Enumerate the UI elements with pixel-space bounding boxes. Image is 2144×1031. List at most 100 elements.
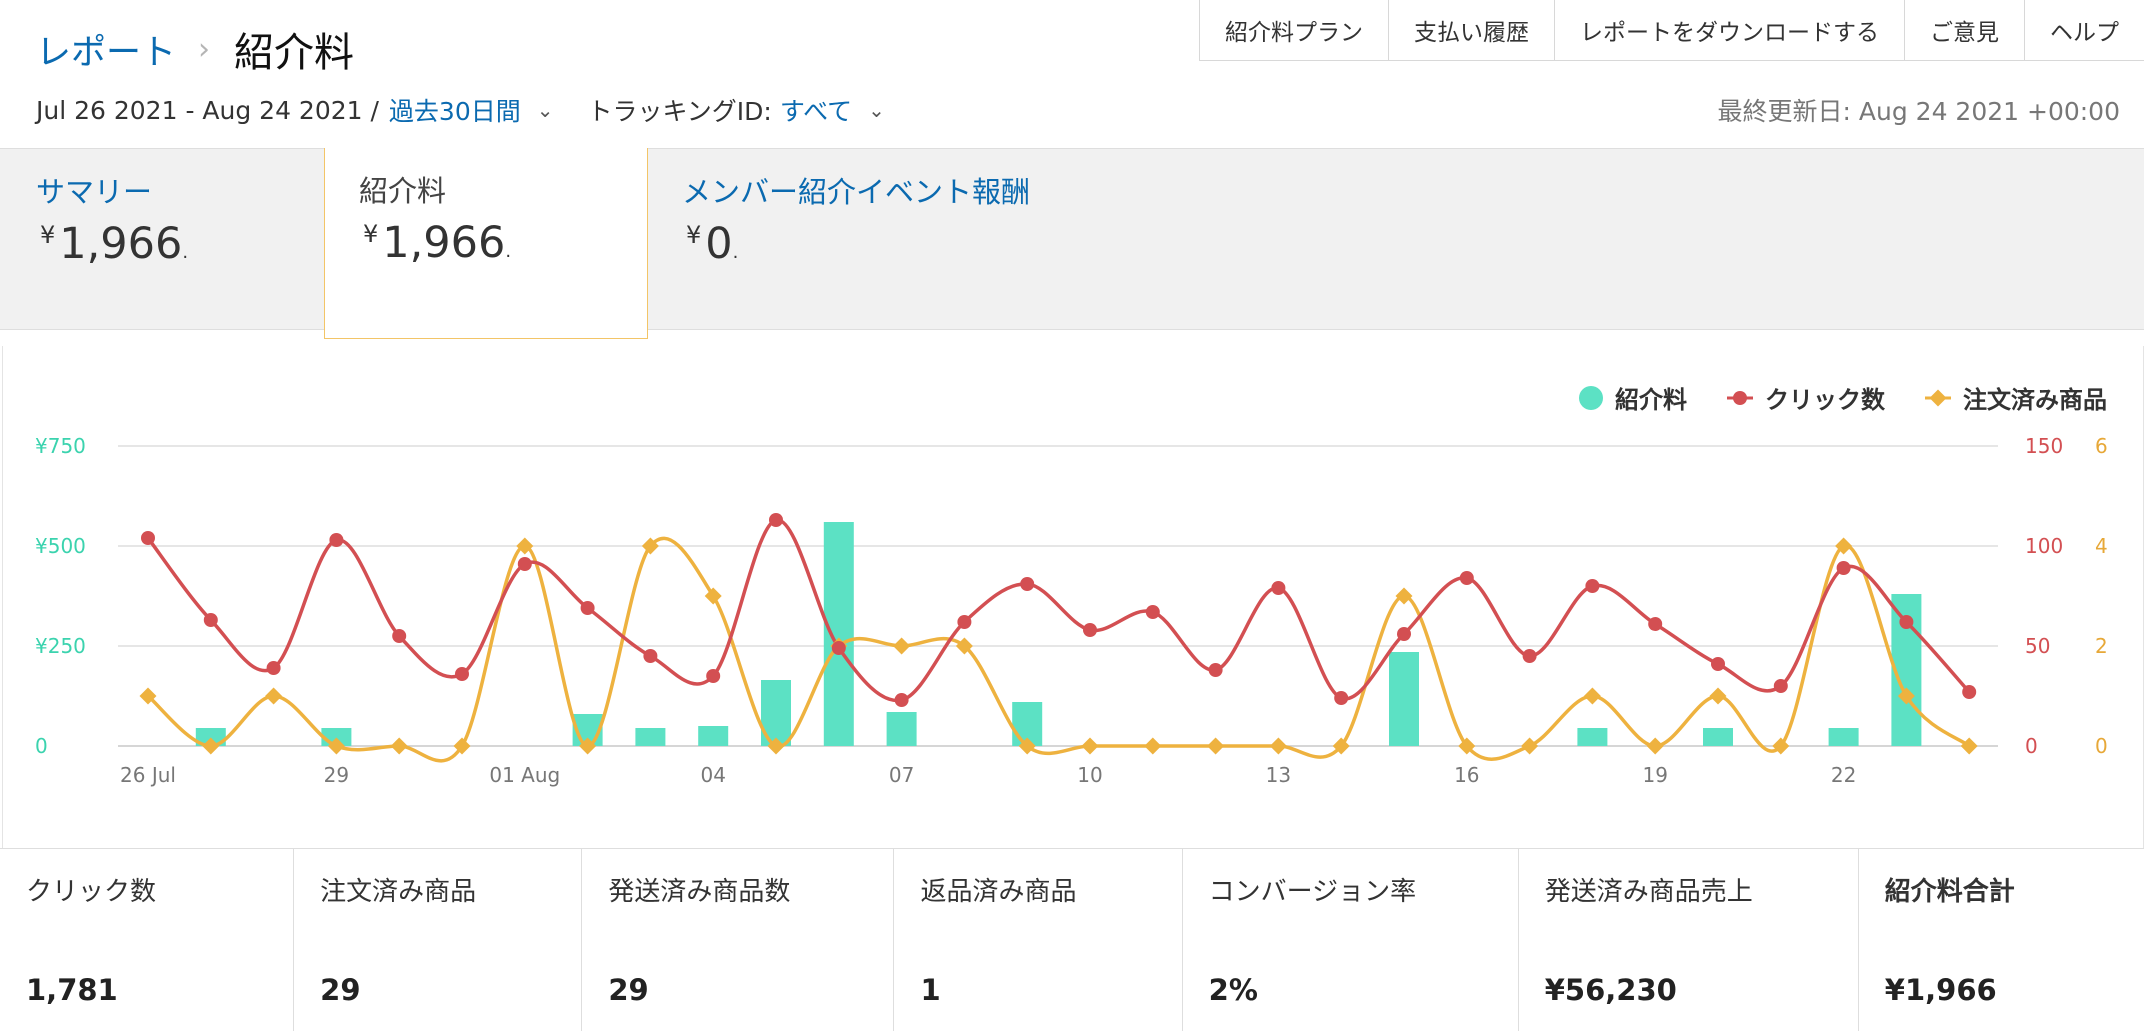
point-clicks	[1899, 615, 1914, 629]
tab-referral-fee-label[interactable]: 紹介料	[359, 174, 447, 208]
action-bar: 紹介料プラン 支払い履歴 レポートをダウンロードする ご意見 ヘルプ	[1199, 0, 2144, 61]
point-orders	[1835, 537, 1853, 555]
point-orders	[1395, 587, 1413, 605]
point-clicks	[1271, 581, 1286, 595]
point-orders	[516, 537, 534, 555]
point-clicks	[1585, 579, 1600, 593]
point-orders	[1458, 737, 1476, 755]
bar-fee	[823, 522, 854, 746]
legend-item-orders[interactable]: 注文済み商品	[1923, 380, 2107, 415]
legend-label-clicks: クリック数	[1765, 386, 1885, 414]
point-clicks	[1836, 561, 1851, 575]
point-clicks	[894, 693, 909, 707]
stat-shipped-revenue-value: ¥56,230	[1544, 973, 1677, 1007]
period-dropdown[interactable]: 過去30日間	[388, 97, 521, 126]
y-tick-label-fee: 0	[35, 734, 48, 758]
point-clicks	[1522, 649, 1537, 663]
bar-fee	[635, 728, 666, 746]
payment-history-button[interactable]: 支払い履歴	[1389, 0, 1555, 60]
y-tick-label-clicks: 50	[2025, 634, 2050, 658]
stat-clicks: クリック数 1,781	[0, 849, 295, 1031]
stat-clicks-value: 1,781	[26, 973, 118, 1007]
x-tick-label: 29	[324, 763, 349, 787]
filter-bar: Jul 26 2021 - Aug 24 2021 / 過去30日間 ⌄ トラッ…	[36, 92, 919, 128]
stat-shipped-items-label: 発送済み商品数	[608, 877, 791, 907]
point-clicks	[1648, 617, 1663, 631]
stat-ordered-items-value: 29	[320, 973, 361, 1007]
point-orders	[641, 537, 659, 555]
bar-fee	[1389, 652, 1419, 746]
point-orders	[1521, 737, 1539, 755]
y-tick-label-orders: 4	[2095, 534, 2108, 558]
point-orders	[1960, 737, 1978, 755]
point-clicks	[1334, 691, 1349, 705]
x-tick-label: 16	[1454, 763, 1479, 787]
legend-item-fee[interactable]: 紹介料	[1579, 380, 1687, 415]
tab-member-referral-bonus-label[interactable]: メンバー紹介イベント報酬	[682, 175, 1031, 209]
y-tick-label-fee: ¥750	[35, 434, 86, 458]
point-clicks	[1459, 571, 1474, 585]
stat-shipped-revenue: 発送済み商品売上 ¥56,230	[1519, 849, 1859, 1031]
point-clicks	[706, 669, 721, 683]
tab-summary[interactable]: サマリー ¥1,966.	[36, 149, 316, 329]
tab-member-referral-bonus-value: ¥0.	[686, 219, 739, 269]
point-orders	[1646, 737, 1664, 755]
combo-chart: ¥750 ¥500 ¥250 0 150 100 50 0 6 4 2 0 26 Jul 29 01 Aug…	[35, 434, 2108, 787]
x-tick-label: 04	[700, 763, 725, 787]
point-clicks	[643, 649, 658, 663]
help-button[interactable]: ヘルプ	[2050, 20, 2119, 46]
point-orders	[1081, 737, 1099, 755]
chart-legend: 紹介料 クリック数 注文済み商品	[1541, 380, 2107, 415]
chevron-down-icon[interactable]: ⌄	[868, 98, 885, 122]
stat-total-fee: 紹介料合計 ¥1,966	[1859, 849, 2144, 1031]
point-orders	[955, 637, 973, 655]
stat-shipped-revenue-label: 発送済み商品売上	[1544, 877, 1753, 907]
stat-conversion-rate-value: 2%	[1208, 973, 1258, 1007]
x-tick-label: 19	[1642, 763, 1667, 787]
breadcrumb-reports-link[interactable]: レポート	[36, 32, 177, 73]
point-orders	[1772, 737, 1790, 755]
y-tick-label-clicks: 150	[2025, 434, 2063, 458]
bar-fee	[886, 712, 917, 746]
point-orders	[390, 737, 408, 755]
stat-shipped-items: 発送済み商品数 29	[582, 849, 895, 1031]
stat-returned-items: 返品済み商品 1	[894, 849, 1183, 1031]
line-clicks	[146, 518, 1971, 703]
x-tick-label: 26 Jul	[120, 763, 176, 787]
fee-plan-button[interactable]: 紹介料プラン	[1200, 0, 1389, 60]
tab-member-referral-bonus[interactable]: メンバー紹介イベント報酬 ¥0.	[682, 149, 1182, 329]
tab-summary-value: ¥1,966.	[40, 219, 189, 269]
chevron-right-icon: ›	[198, 31, 211, 67]
point-orders	[453, 737, 471, 755]
date-range-text: Jul 26 2021 - Aug 24 2021 /	[36, 95, 379, 125]
last-updated-text: 最終更新日: Aug 24 2021 +00:00	[1717, 97, 2120, 126]
tracking-id-dropdown[interactable]: すべて	[779, 97, 853, 126]
download-report-button[interactable]: レポートをダウンロードする	[1555, 0, 1905, 60]
y-tick-label-fee: ¥500	[35, 534, 86, 558]
y-tick-label-orders: 6	[2095, 434, 2108, 458]
point-orders	[579, 737, 597, 755]
stat-ordered-items: 注文済み商品 29	[294, 849, 583, 1031]
legend-label-orders: 注文済み商品	[1963, 386, 2107, 414]
summary-tabs: サマリー ¥1,966. 紹介料 ¥1,966. メンバー紹介イベント報酬 ¥0…	[0, 148, 2144, 378]
point-clicks	[1020, 577, 1035, 591]
point-clicks	[769, 513, 783, 527]
legend-item-clicks[interactable]: クリック数	[1725, 380, 1885, 415]
point-clicks	[1773, 679, 1788, 693]
chevron-down-icon[interactable]: ⌄	[536, 98, 554, 122]
tab-referral-fee[interactable]: 紹介料 ¥1,966.	[324, 148, 648, 378]
bar-fee	[1828, 728, 1859, 746]
point-orders	[1332, 737, 1350, 755]
x-tick-label: 22	[1831, 763, 1856, 787]
tab-summary-label[interactable]: サマリー	[36, 175, 153, 209]
point-clicks	[517, 557, 532, 571]
fee-legend-swatch	[1579, 385, 1603, 410]
stat-ordered-items-label: 注文済み商品	[320, 877, 477, 907]
tracking-id-label: トラッキングID:	[587, 97, 772, 126]
point-orders	[1583, 687, 1601, 705]
point-orders	[202, 737, 220, 755]
point-orders	[327, 737, 345, 755]
x-tick-label: 13	[1266, 763, 1291, 787]
point-orders	[1144, 737, 1162, 755]
feedback-button[interactable]: ご意見	[1905, 0, 2025, 60]
